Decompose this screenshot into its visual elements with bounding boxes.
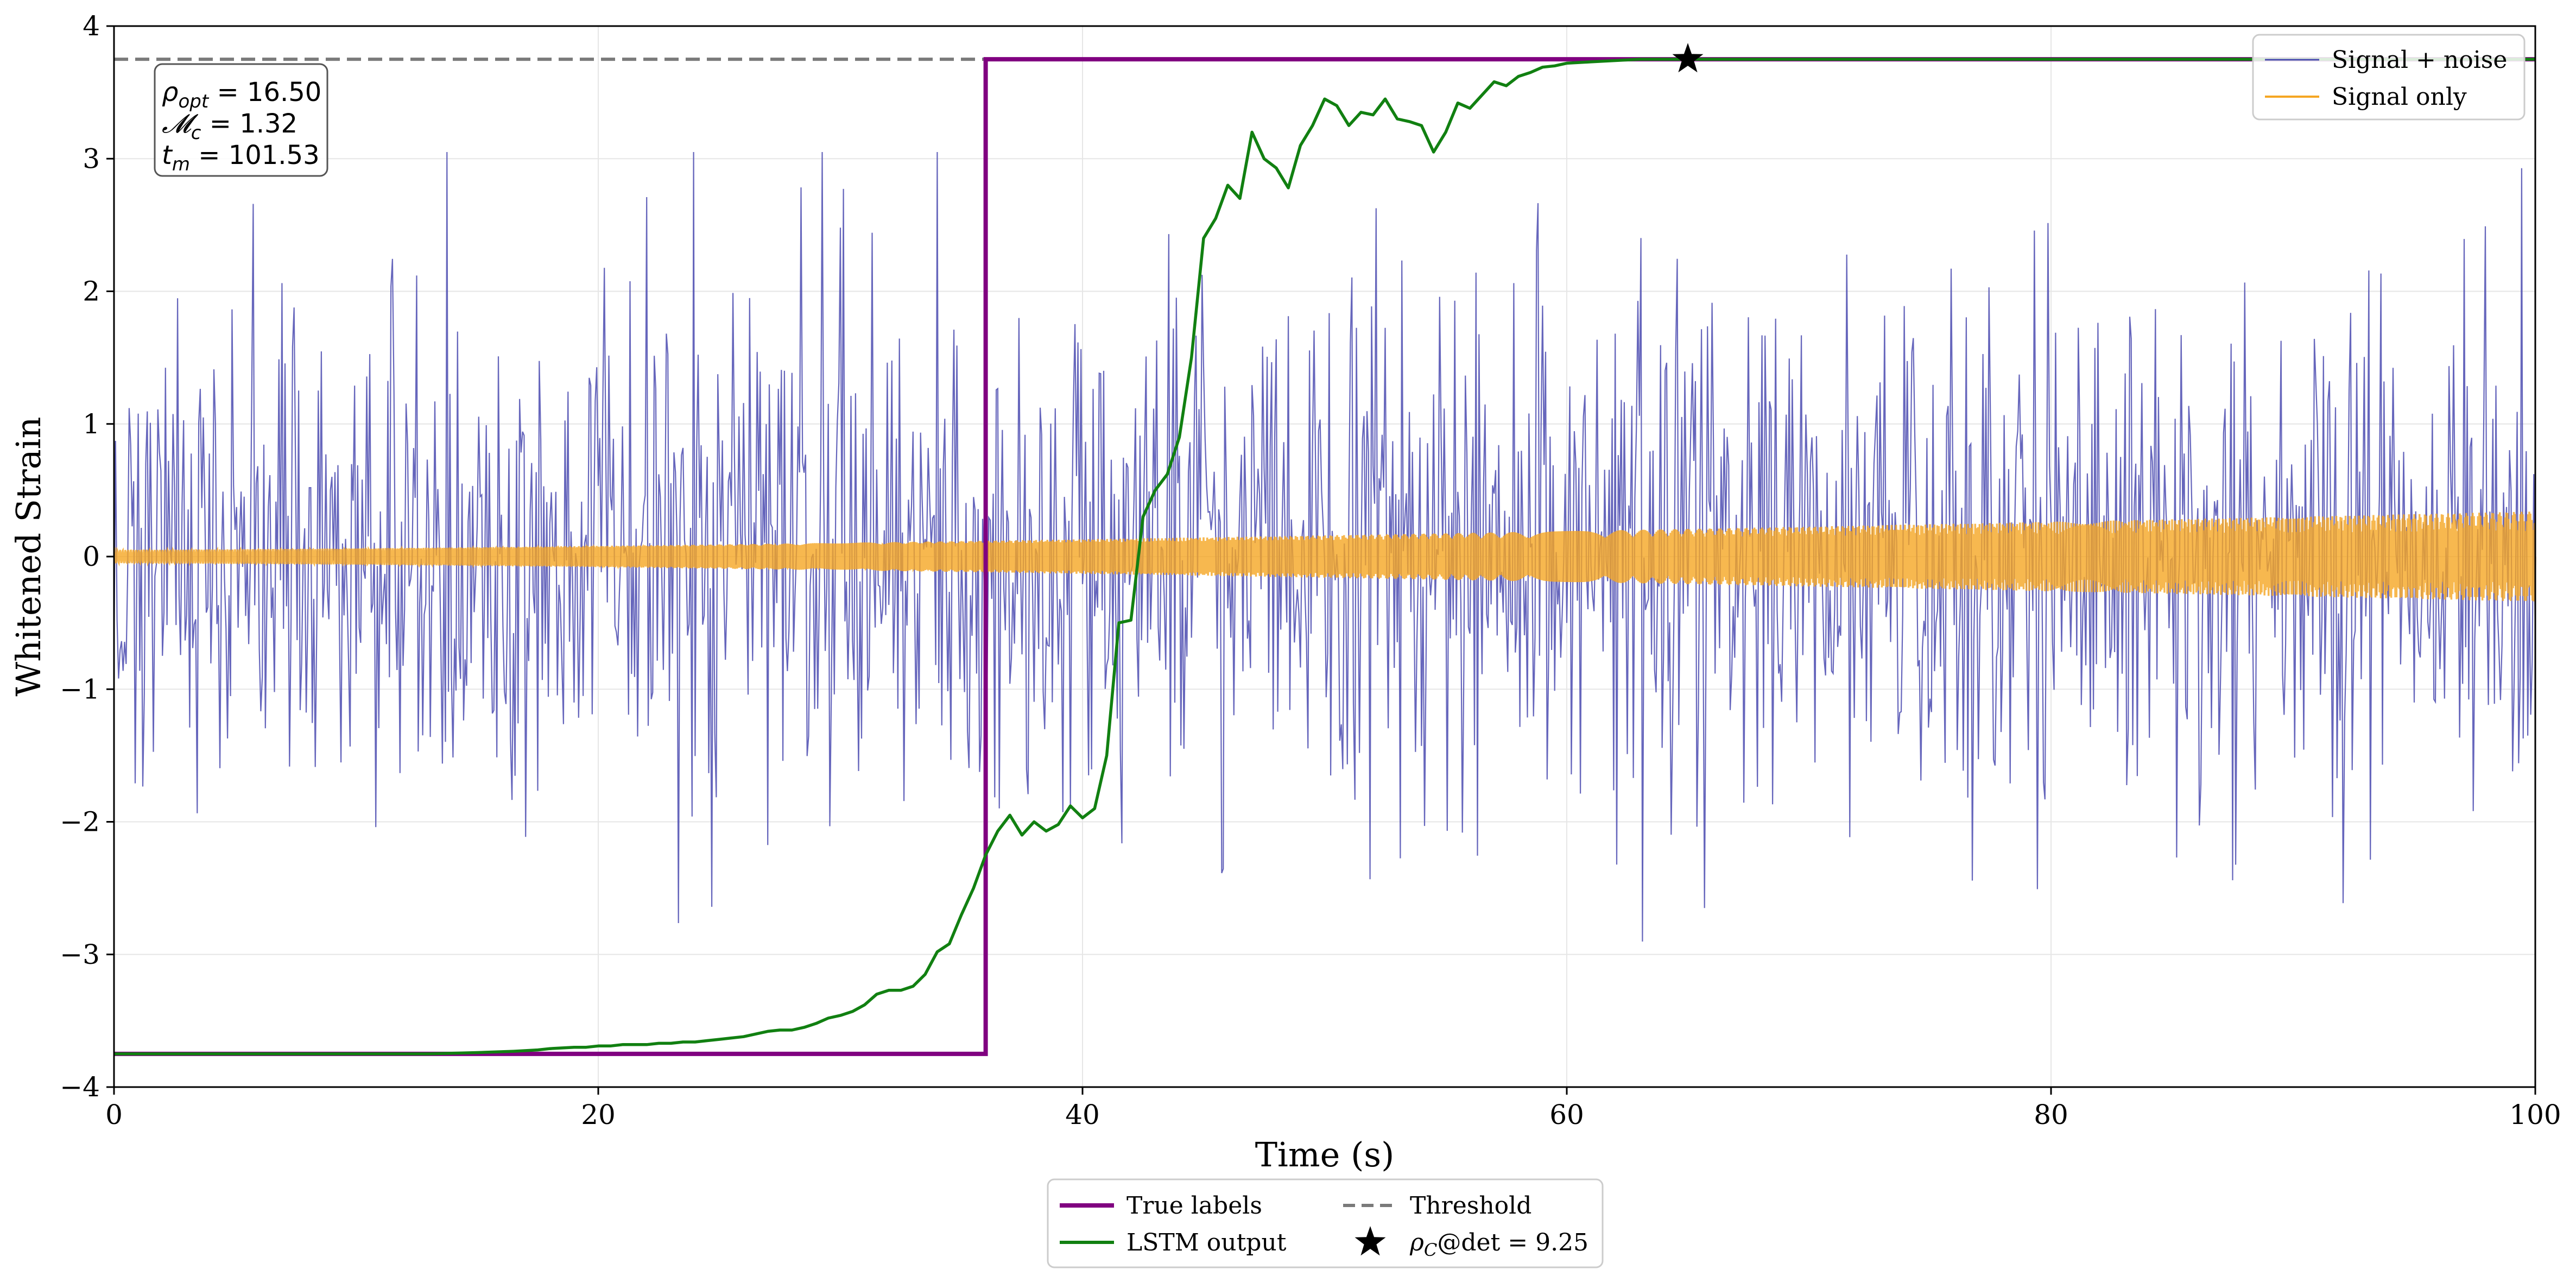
legend-upper-label: Signal only bbox=[2332, 83, 2467, 111]
x-tick-label: 60 bbox=[1549, 1099, 1584, 1131]
y-tick-label: −2 bbox=[60, 806, 100, 838]
x-tick-label: 20 bbox=[581, 1099, 616, 1131]
legend-upper: Signal + noise Signal only bbox=[2252, 34, 2526, 121]
y-tick-label: 3 bbox=[83, 143, 100, 174]
legend-lower-label: Threshold bbox=[1410, 1192, 1531, 1220]
axes: 0 20 40 60 80 100 −4 −3 −2 −1 0 1 2 3 4 Time (s) Whitene… bbox=[9, 10, 2561, 1174]
y-tick-label: 0 bbox=[83, 541, 100, 572]
y-tick-label: −4 bbox=[60, 1071, 100, 1103]
y-tick-label: −3 bbox=[60, 939, 100, 970]
legend-upper-box bbox=[2252, 34, 2526, 121]
y-tick-label: 2 bbox=[83, 276, 100, 307]
x-tick-label: 40 bbox=[1065, 1099, 1100, 1131]
annotation-line: ρopt = 16.50 bbox=[162, 77, 321, 112]
legend-lower-label: ρC@det = 9.25 bbox=[1409, 1229, 1588, 1260]
legend-lower-label: LSTM output bbox=[1126, 1229, 1287, 1256]
x-axis-title: Time (s) bbox=[1255, 1135, 1395, 1174]
legend-lower-label: True labels bbox=[1126, 1192, 1262, 1220]
x-tick-label: 0 bbox=[105, 1099, 123, 1131]
detection-star-marker bbox=[1672, 43, 1704, 73]
annotation-line: tm = 101.53 bbox=[162, 140, 320, 175]
signal-only-series bbox=[113, 511, 2536, 602]
x-tick-label: 80 bbox=[2034, 1099, 2068, 1131]
legend-lower: True labels Threshold LSTM output ρC@det = … bbox=[1047, 1178, 1604, 1268]
legend-upper-label: Signal + noise bbox=[2332, 46, 2507, 74]
signal-only-line bbox=[113, 511, 2536, 602]
legend-lower-box bbox=[1047, 1178, 1604, 1268]
y-axis-title: Whitened Strain bbox=[9, 417, 48, 697]
x-tick-label: 100 bbox=[2509, 1099, 2561, 1131]
y-tick-label: 1 bbox=[83, 408, 100, 440]
y-tick-label: −1 bbox=[60, 673, 100, 705]
label-lines bbox=[114, 43, 2535, 1056]
annotation-line: 𝓜c = 1.32 bbox=[162, 109, 298, 144]
y-tick-label: 4 bbox=[83, 10, 100, 42]
annotation-box bbox=[154, 63, 328, 177]
legend-swatch-star bbox=[1355, 1226, 1386, 1256]
lstm-output-line bbox=[114, 58, 2535, 1056]
